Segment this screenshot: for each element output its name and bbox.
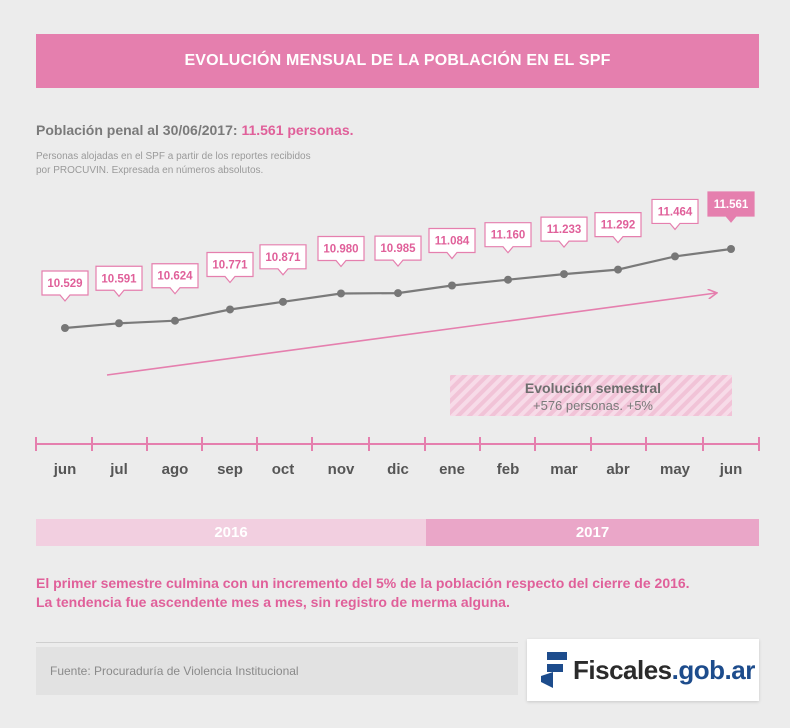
data-label-text-2: 10.624 <box>157 271 193 283</box>
annotation-box <box>450 375 732 416</box>
data-label-box-4 <box>259 244 307 276</box>
data-label-text-12: 11.561 <box>714 199 749 211</box>
annotation-text: +576 personas. +5% <box>533 398 653 413</box>
data-point-9 <box>560 270 568 279</box>
chart-title: EVOLUCIÓN MENSUAL DE LA POBLACIÓN EN EL … <box>36 34 759 88</box>
data-label-box-7 <box>428 227 476 260</box>
data-label-box-10 <box>594 211 642 244</box>
data-point-8 <box>504 275 512 284</box>
footer-divider <box>36 642 518 643</box>
x-tick-label-1: jul <box>109 461 128 478</box>
data-point-3 <box>226 305 234 314</box>
data-label-box-11 <box>651 198 699 231</box>
x-tick-label-2: ago <box>162 461 189 478</box>
data-label-box-0 <box>41 270 89 302</box>
data-label-8: 11.160 <box>484 222 532 254</box>
data-label-box-2 <box>151 263 199 295</box>
summary-line-2: La tendencia fue ascendente mes a mes, s… <box>36 594 510 610</box>
data-label-box-12 <box>707 191 755 223</box>
data-label-box-1 <box>95 265 143 298</box>
x-tick-label-10: abr <box>606 461 630 478</box>
x-tick-label-11: may <box>660 461 691 478</box>
fiscales-logo-text: Fiscales.gob.ar <box>573 655 755 686</box>
data-point-11 <box>671 252 679 261</box>
logo-main-text: Fiscales <box>573 654 672 685</box>
data-label-text-10: 11.292 <box>601 220 636 232</box>
data-point-10 <box>614 265 622 274</box>
data-point-4 <box>279 297 287 306</box>
data-point-0 <box>61 324 69 332</box>
data-label-4: 10.871 <box>259 244 307 276</box>
data-label-5: 10.980 <box>317 235 365 268</box>
data-label-text-11: 11.464 <box>658 206 693 218</box>
data-point-1 <box>115 319 123 328</box>
data-point-6 <box>394 289 402 298</box>
trend-arrow <box>106 293 716 376</box>
subtitle-label: Población penal al 30/06/2017: <box>36 122 238 138</box>
data-label-text-6: 10.985 <box>380 243 416 255</box>
data-label-9: 11.233 <box>540 216 588 249</box>
data-label-box-6 <box>374 235 422 268</box>
data-label-text-5: 10.980 <box>323 243 358 255</box>
data-label-box-3 <box>206 251 254 284</box>
chart-subtitle: Población penal al 30/06/2017: 11.561 pe… <box>36 122 354 138</box>
data-label-text-7: 11.084 <box>435 236 470 248</box>
data-label-box-8 <box>484 222 532 254</box>
x-tick-label-12: jun <box>719 461 743 478</box>
subtitle-highlight: 11.561 personas. <box>241 122 354 138</box>
x-tick-label-0: jun <box>53 461 77 478</box>
summary-text: El primer semestre culmina con un increm… <box>36 574 771 612</box>
data-label-10: 11.292 <box>594 211 642 244</box>
chart-note: Personas alojadas en el SPF a partir de … <box>36 150 366 178</box>
data-label-3: 10.771 <box>206 251 254 284</box>
data-label-box-5 <box>317 235 365 268</box>
x-tick-label-6: dic <box>387 461 409 478</box>
x-tick-label-3: sep <box>217 461 243 478</box>
data-label-6: 10.985 <box>374 235 422 268</box>
x-tick-label-7: ene <box>439 461 465 478</box>
data-label-text-8: 11.160 <box>491 230 526 242</box>
note-line-2: por PROCUVIN. Expresada en números absol… <box>36 165 264 176</box>
summary-line-1: El primer semestre culmina con un increm… <box>36 575 690 591</box>
data-label-text-3: 10.771 <box>212 259 248 271</box>
logo-domain-text: .gob.ar <box>671 654 756 685</box>
annotation-title: Evolución semestral <box>525 380 661 396</box>
data-label-12: 11.561 <box>707 191 755 223</box>
fiscales-logo-icon <box>541 652 567 688</box>
data-label-box-9 <box>540 216 588 249</box>
source-text: Fuente: Procuraduría de Violencia Instit… <box>36 647 518 695</box>
x-tick-label-5: nov <box>328 461 355 478</box>
data-label-text-9: 11.233 <box>547 224 582 236</box>
data-label-text-4: 10.871 <box>265 252 301 264</box>
data-label-11: 11.464 <box>651 198 699 231</box>
data-point-7 <box>448 281 456 290</box>
fiscales-logo[interactable]: Fiscales.gob.ar <box>527 639 759 701</box>
data-label-7: 11.084 <box>428 227 476 260</box>
data-label-2: 10.624 <box>151 263 199 295</box>
data-label-text-0: 10.529 <box>47 278 82 290</box>
data-label-text-1: 10.591 <box>101 273 137 285</box>
x-tick-label-4: oct <box>272 461 295 478</box>
data-label-1: 10.591 <box>95 265 143 298</box>
data-point-12 <box>727 245 735 253</box>
data-label-0: 10.529 <box>41 270 89 302</box>
year-2017-bar: 2017 <box>426 519 759 546</box>
data-point-2 <box>171 316 179 325</box>
data-point-5 <box>337 289 345 298</box>
x-tick-label-8: feb <box>497 461 520 478</box>
note-line-1: Personas alojadas en el SPF a partir de … <box>36 151 311 162</box>
year-2016-bar: 2016 <box>36 519 426 546</box>
x-tick-label-9: mar <box>550 461 578 478</box>
